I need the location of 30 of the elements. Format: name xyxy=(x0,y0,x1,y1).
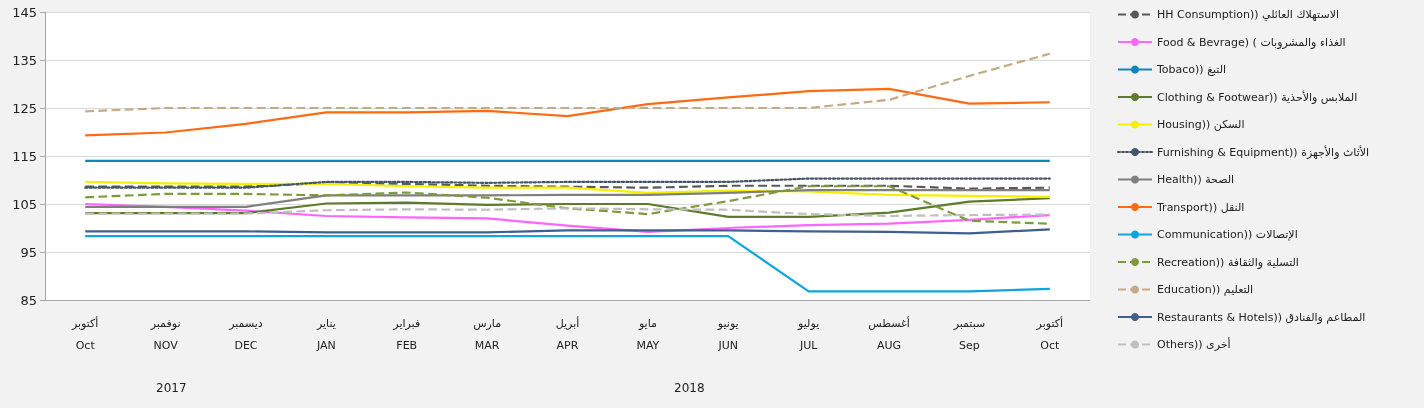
legend-label: Clothing & Footwear)) الملابس والأحذية xyxy=(1157,89,1358,104)
legend-label: Housing)) السكن xyxy=(1157,118,1245,131)
legend-label: Restaurants & Hotels)) المطاعم والفنادق xyxy=(1157,310,1366,324)
text: 2017 xyxy=(156,381,187,395)
line-series xyxy=(84,177,1051,189)
line-series xyxy=(84,180,1051,198)
line-series xyxy=(84,197,1051,219)
y-tick-label: 145 xyxy=(12,4,37,20)
legend-label: Communication)) الإتصالات xyxy=(1157,228,1298,241)
legend-label: Food & Bevrage) ( الغذاء والمشروبات xyxy=(1157,35,1346,49)
line-series xyxy=(84,87,1051,137)
line-series xyxy=(84,188,1051,208)
legend-label: HH Consumption)) الاستهلاك العائلي xyxy=(1157,8,1339,21)
y-tick-label: 105 xyxy=(12,196,37,212)
legend-label: Recreation)) التسلية والثقافة xyxy=(1157,255,1299,269)
y-tick-label: 115 xyxy=(12,148,37,164)
y-tick-label: 95 xyxy=(20,244,37,260)
legend-label: Tobaco)) التبغ xyxy=(1156,63,1227,76)
legend-label: Others)) أخرى xyxy=(1157,337,1231,351)
legend-label: Furnishing & Equipment)) الأثاث والأجهزة xyxy=(1157,144,1370,159)
y-tick-label: 85 xyxy=(20,292,37,308)
y-tick-label: 125 xyxy=(12,100,37,116)
legend-label: Education)) التعليم xyxy=(1157,283,1254,296)
text: 2018 xyxy=(674,381,705,395)
line-series xyxy=(84,52,1051,113)
y-tick-label: 135 xyxy=(12,52,37,68)
legend-label: Transport)) النقل xyxy=(1156,200,1245,214)
line-series xyxy=(84,202,1051,233)
legend-label: Health)) الصحة xyxy=(1157,173,1235,186)
line-series xyxy=(84,207,1051,218)
